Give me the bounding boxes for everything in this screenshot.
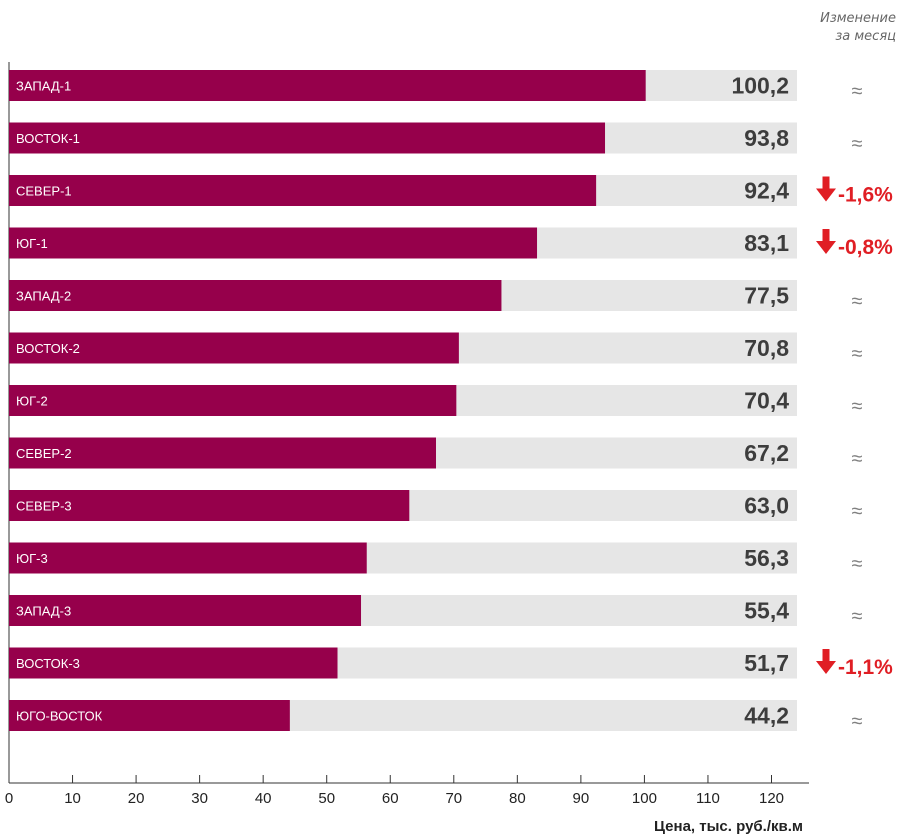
bar-value-label: 44,2 xyxy=(744,703,789,729)
bar-value-label: 77,5 xyxy=(744,283,789,309)
bar-category-label: СЕВЕР-2 xyxy=(16,446,72,461)
bar-category-label: ЮГ-2 xyxy=(16,394,48,409)
down-arrow-icon-shaft xyxy=(822,229,830,243)
change-approx: ≈ xyxy=(852,396,863,418)
x-tick-label: 30 xyxy=(191,790,208,807)
bar xyxy=(9,595,362,626)
x-tick-label: 50 xyxy=(318,790,335,807)
bar-category-label: ВОСТОК-2 xyxy=(16,341,80,356)
down-arrow-icon-shaft xyxy=(822,176,830,191)
bar xyxy=(9,647,338,679)
bar-category-label: ВОСТОК-1 xyxy=(16,131,80,146)
bar xyxy=(9,122,606,154)
bar xyxy=(9,542,367,574)
change-approx: ≈ xyxy=(852,81,863,103)
bar-category-label: ЮГО-ВОСТОК xyxy=(16,709,103,724)
change-header-line-1: Изменение xyxy=(820,11,896,26)
bar-category-label: СЕВЕР-3 xyxy=(16,499,72,514)
down-arrow-icon-shaft xyxy=(822,649,830,663)
down-arrow-icon xyxy=(816,188,836,202)
change-approx: ≈ xyxy=(852,448,863,470)
bar-value-label: 70,4 xyxy=(744,388,789,414)
x-tick-label: 10 xyxy=(64,790,81,807)
change-value: -1,6% xyxy=(838,184,893,207)
bar-value-label: 92,4 xyxy=(744,178,789,204)
x-tick-label: 90 xyxy=(573,790,590,807)
bar-category-label: СЕВЕР-1 xyxy=(16,184,72,199)
change-column-header: Изменение за месяц xyxy=(820,10,896,46)
change-approx: ≈ xyxy=(852,711,863,733)
change-header-line-2: за месяц xyxy=(835,29,896,44)
down-arrow-icon xyxy=(816,661,836,674)
bar xyxy=(9,280,502,311)
x-axis-title: Цена, тыс. руб./кв.м xyxy=(654,818,803,835)
bar-value-label: 51,7 xyxy=(744,650,789,676)
bar xyxy=(9,385,457,416)
x-tick-label: 100 xyxy=(632,790,657,807)
bar-value-label: 83,1 xyxy=(744,230,789,256)
change-approx: ≈ xyxy=(852,133,863,155)
x-tick-label: 120 xyxy=(759,790,784,807)
x-tick-label: 70 xyxy=(445,790,462,807)
x-tick-label: 0 xyxy=(5,790,13,807)
x-tick-label: 40 xyxy=(255,790,272,807)
bar-value-label: 70,8 xyxy=(744,335,789,361)
change-value: -0,8% xyxy=(838,236,893,259)
down-arrow-icon xyxy=(816,241,836,254)
x-tick-label: 60 xyxy=(382,790,399,807)
bar-category-label: ВОСТОК-3 xyxy=(16,656,80,671)
change-approx: ≈ xyxy=(852,343,863,365)
change-value: -1,1% xyxy=(838,656,893,679)
change-approx: ≈ xyxy=(852,606,863,628)
x-tick-label: 20 xyxy=(128,790,145,807)
bar xyxy=(9,700,290,731)
change-approx: ≈ xyxy=(852,291,863,313)
bar-category-label: ЮГ-1 xyxy=(16,236,48,251)
bar-category-label: ЗАПАД-2 xyxy=(16,289,71,304)
bar xyxy=(9,70,646,101)
x-tick-label: 110 xyxy=(696,790,720,807)
x-tick-label: 80 xyxy=(509,790,526,807)
bar-value-label: 55,4 xyxy=(744,598,789,624)
bar-value-label: 67,2 xyxy=(744,440,789,466)
bar-value-label: 56,3 xyxy=(744,545,789,571)
change-approx: ≈ xyxy=(852,553,863,575)
bar xyxy=(9,332,459,364)
bar-value-label: 100,2 xyxy=(731,73,789,99)
bar-category-label: ЮГ-3 xyxy=(16,551,48,566)
bar-category-label: ЗАПАД-3 xyxy=(16,604,71,619)
bar-value-label: 93,8 xyxy=(744,125,789,151)
change-approx: ≈ xyxy=(852,501,863,523)
bar xyxy=(9,175,597,206)
bar xyxy=(9,227,538,259)
bar xyxy=(9,437,436,469)
bar-category-label: ЗАПАД-1 xyxy=(16,79,71,94)
bar xyxy=(9,490,410,521)
bar-value-label: 63,0 xyxy=(744,493,789,519)
